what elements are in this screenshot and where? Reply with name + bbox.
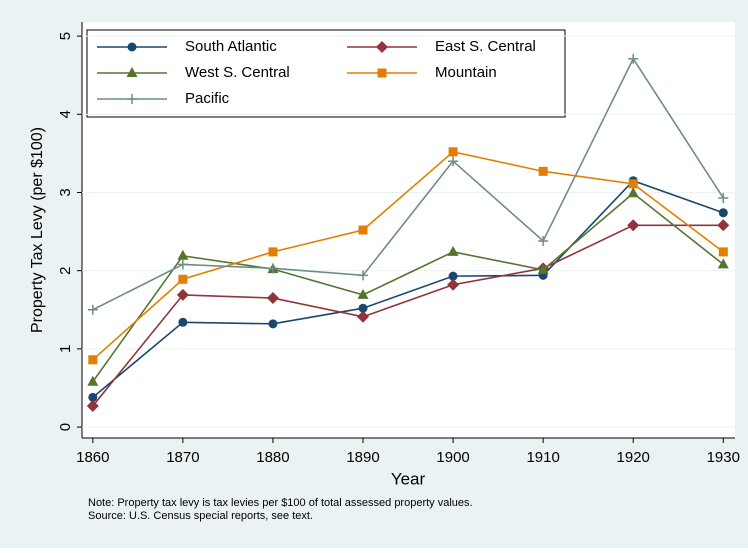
legend-label: West S. Central <box>185 64 290 81</box>
marker <box>358 225 368 235</box>
marker <box>376 41 388 53</box>
marker <box>86 399 99 412</box>
x-tick-label: 1880 <box>256 449 289 466</box>
legend-label: South Atlantic <box>185 38 277 55</box>
marker <box>176 288 189 301</box>
marker <box>717 258 729 269</box>
y-tick-label: 4 <box>57 110 74 118</box>
y-tick-label: 3 <box>57 188 74 196</box>
x-tick-label: 1930 <box>707 449 740 466</box>
marker <box>358 303 368 313</box>
legend-label: East S. Central <box>435 38 536 55</box>
series-line <box>92 224 724 407</box>
marker <box>718 208 728 218</box>
marker <box>267 263 278 274</box>
marker <box>448 271 458 281</box>
series-line <box>92 57 724 311</box>
y-tick-label: 2 <box>57 266 74 274</box>
marker <box>127 94 137 104</box>
marker <box>87 375 99 386</box>
x-tick-label: 1870 <box>166 449 199 466</box>
marker <box>718 247 728 257</box>
y-tick-label: 5 <box>57 32 74 40</box>
marker <box>717 219 730 232</box>
marker <box>268 319 278 329</box>
series-line <box>92 179 724 398</box>
marker <box>358 270 369 281</box>
marker <box>177 259 188 270</box>
marker <box>88 355 98 365</box>
marker <box>448 156 459 167</box>
marker <box>357 310 370 323</box>
marker <box>627 219 640 232</box>
marker <box>537 263 549 274</box>
marker <box>178 317 188 327</box>
y-tick-label: 1 <box>57 345 74 353</box>
marker <box>178 274 188 284</box>
marker <box>87 304 98 315</box>
note: Note: Property tax levy is tax levies pe… <box>88 497 473 509</box>
y-tick-label: 0 <box>57 423 74 431</box>
marker <box>538 235 549 246</box>
marker <box>447 245 459 256</box>
marker <box>628 179 638 189</box>
marker <box>627 187 639 198</box>
y-axis-label: Property Tax Levy (per $100) <box>29 127 46 333</box>
note: Source: U.S. Census special reports, see… <box>88 510 313 522</box>
marker <box>88 392 98 402</box>
marker <box>357 288 369 299</box>
legend-label: Mountain <box>435 64 497 81</box>
x-tick-label: 1920 <box>617 449 650 466</box>
marker <box>126 67 138 77</box>
x-tick-label: 1860 <box>76 449 109 466</box>
marker <box>538 166 548 176</box>
marker <box>447 278 460 291</box>
marker <box>448 147 458 157</box>
marker <box>268 247 278 257</box>
x-tick-label: 1890 <box>346 449 379 466</box>
x-axis-label: Year <box>391 469 426 488</box>
series-line <box>92 150 724 361</box>
marker <box>127 42 137 52</box>
x-tick-label: 1910 <box>526 449 559 466</box>
marker <box>628 53 639 64</box>
marker <box>377 68 387 78</box>
marker <box>266 292 279 305</box>
marker <box>177 249 189 260</box>
legend-label: Pacific <box>185 90 230 107</box>
x-tick-label: 1900 <box>436 449 469 466</box>
marker <box>718 192 729 203</box>
series-line <box>92 192 724 383</box>
